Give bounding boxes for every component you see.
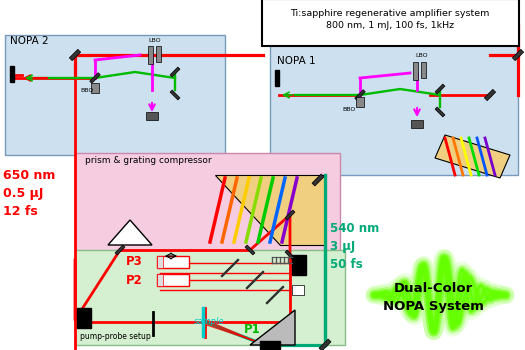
Bar [260, 341, 280, 349]
Bar [157, 274, 189, 286]
Polygon shape [435, 135, 510, 178]
Polygon shape [115, 245, 125, 255]
Bar [411, 120, 423, 128]
Polygon shape [170, 90, 180, 100]
Text: Ti:sapphire regenerative amplifier system
800 nm, 1 mJ, 100 fs, 1kHz: Ti:sapphire regenerative amplifier syste… [290, 9, 490, 30]
FancyBboxPatch shape [262, 0, 519, 46]
Bar [75, 153, 340, 255]
Text: P3: P3 [126, 255, 143, 268]
Bar [77, 308, 91, 328]
Bar [157, 256, 189, 268]
Polygon shape [90, 73, 100, 83]
Polygon shape [245, 245, 255, 255]
Bar [292, 285, 304, 295]
Text: BBO: BBO [80, 88, 93, 93]
Bar [75, 250, 345, 345]
Bar [157, 274, 163, 286]
Bar [148, 46, 153, 64]
Bar [146, 112, 158, 120]
Text: 650 nm
0.5 μJ
12 fs: 650 nm 0.5 μJ 12 fs [3, 169, 55, 218]
Text: NOPA 2: NOPA 2 [10, 36, 49, 46]
Polygon shape [512, 49, 523, 61]
Text: P1: P1 [244, 323, 261, 336]
Text: sample: sample [194, 317, 225, 326]
Polygon shape [435, 84, 445, 94]
Polygon shape [319, 339, 331, 350]
Text: BBO: BBO [342, 107, 355, 112]
Text: prism & grating compressor: prism & grating compressor [85, 156, 212, 165]
Text: pump-probe setup: pump-probe setup [80, 332, 151, 341]
Bar [356, 97, 364, 107]
Polygon shape [435, 107, 445, 117]
Bar [157, 256, 163, 268]
Polygon shape [285, 210, 295, 220]
Bar [10, 66, 14, 82]
Text: NOPA 1: NOPA 1 [277, 56, 316, 66]
Polygon shape [285, 250, 295, 260]
Bar [421, 62, 426, 78]
Bar [275, 70, 279, 86]
Polygon shape [69, 49, 81, 61]
Bar [91, 83, 99, 93]
Text: LBO: LBO [415, 53, 428, 58]
Polygon shape [485, 89, 496, 101]
Text: P2: P2 [126, 274, 143, 287]
Polygon shape [312, 174, 324, 186]
Text: 540 nm
3 μJ
50 fs: 540 nm 3 μJ 50 fs [330, 222, 379, 271]
Polygon shape [170, 67, 180, 77]
Bar [5, 35, 225, 155]
Polygon shape [108, 220, 152, 245]
Bar [270, 45, 518, 175]
Bar [292, 255, 306, 275]
Polygon shape [215, 175, 325, 245]
Polygon shape [250, 310, 295, 345]
Text: Dual-Color
NOPA System: Dual-Color NOPA System [383, 282, 484, 313]
Bar [413, 62, 418, 80]
Bar [156, 46, 161, 62]
Text: LBO: LBO [148, 38, 161, 43]
Polygon shape [355, 90, 365, 100]
